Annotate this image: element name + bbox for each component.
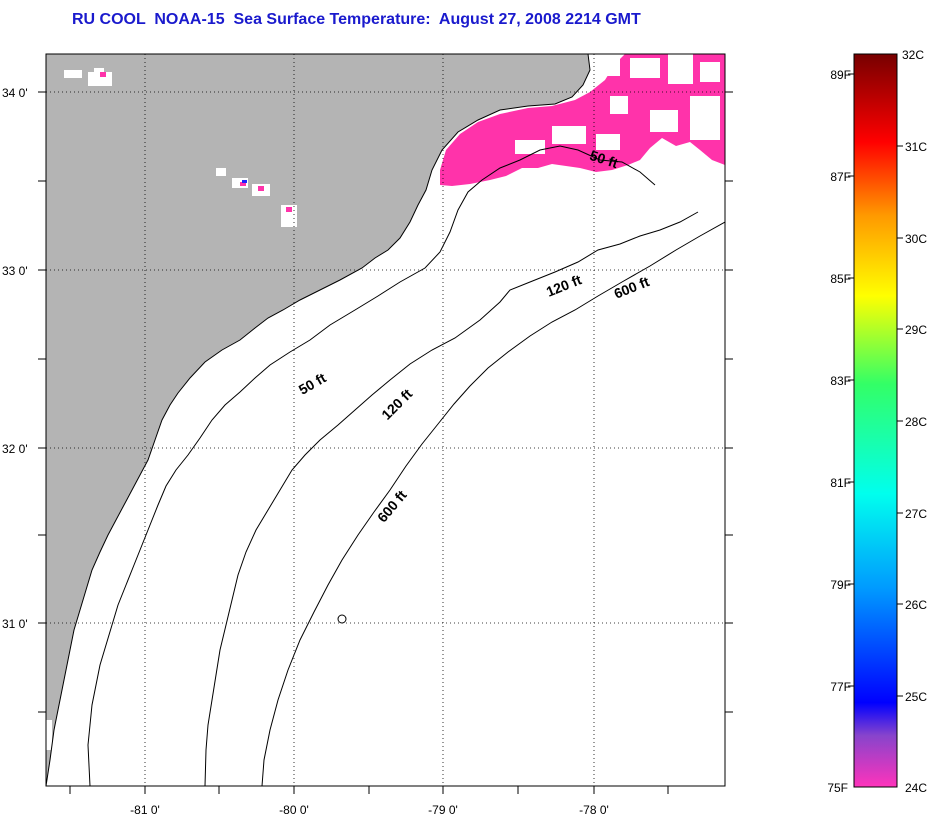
map-title: RU COOL NOAA-15 Sea Surface Temperature:… bbox=[72, 11, 641, 28]
cb-f-87: 87F bbox=[830, 170, 851, 184]
lat-label-34: 34 0' bbox=[2, 86, 28, 100]
cb-c-27: 27C bbox=[905, 507, 927, 521]
lat-label-33: 33 0' bbox=[2, 264, 28, 278]
lon-label-80: -80 0' bbox=[279, 803, 309, 817]
map-border bbox=[45, 53, 726, 787]
cb-c-31: 31C bbox=[905, 140, 927, 154]
contour-120ft bbox=[204, 211, 699, 786]
sst-speckles-inland bbox=[100, 72, 292, 212]
lon-label-79: -79 0' bbox=[428, 803, 458, 817]
lon-label-78: -78 0' bbox=[579, 803, 609, 817]
cb-f-85: 85F bbox=[830, 272, 851, 286]
cb-f-89: 89F bbox=[830, 68, 851, 82]
lat-label-32: 32 0' bbox=[2, 442, 28, 456]
lon-label-81: -81 0' bbox=[130, 803, 160, 817]
cb-f-77: 77F bbox=[830, 680, 851, 694]
cloud-patches-offshore bbox=[515, 54, 720, 154]
cb-c-28: 28C bbox=[905, 415, 927, 429]
sst-data-region bbox=[440, 54, 725, 186]
colorbar bbox=[853, 53, 898, 788]
cb-c-24: 24C bbox=[905, 781, 927, 795]
axis-ticks bbox=[38, 91, 733, 794]
cb-c-32: 32C bbox=[902, 48, 924, 62]
cold-speck bbox=[242, 180, 247, 183]
cb-c-30: 30C bbox=[905, 232, 927, 246]
colorbar-ticks bbox=[848, 73, 903, 697]
lat-label-31: 31 0' bbox=[2, 617, 28, 631]
cb-f-83: 83F bbox=[830, 374, 851, 388]
cb-c-26: 26C bbox=[905, 598, 927, 612]
cb-c-29: 29C bbox=[905, 323, 927, 337]
cb-c-25: 25C bbox=[905, 690, 927, 704]
contour-50ft bbox=[87, 145, 656, 786]
cb-f-79: 79F bbox=[830, 578, 851, 592]
land-mass bbox=[46, 54, 590, 786]
cb-f-75: 75F bbox=[827, 781, 848, 795]
coastline bbox=[46, 54, 591, 786]
cb-f-81: 81F bbox=[830, 476, 851, 490]
